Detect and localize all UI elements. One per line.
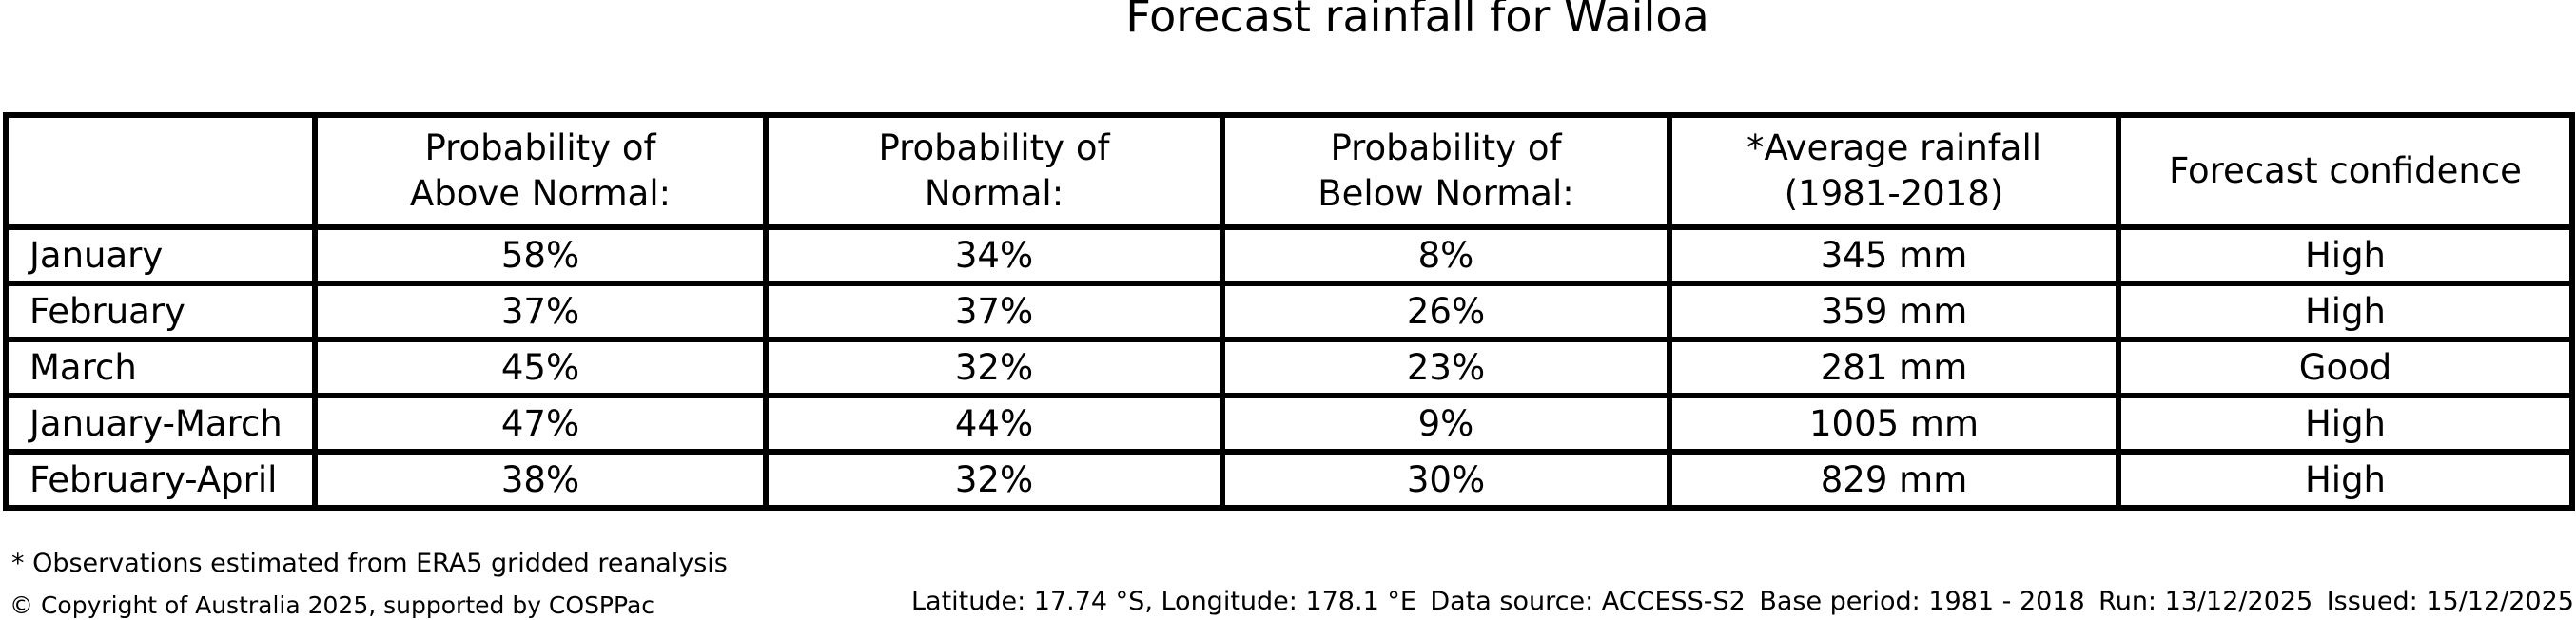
cell-normal: 32% bbox=[763, 337, 1225, 398]
data-source-label: Data source: ACCESS-S2 bbox=[1430, 587, 1746, 616]
cell-average-rainfall: 281 mm bbox=[1667, 337, 2121, 398]
cell-below-normal: 30% bbox=[1220, 449, 1672, 511]
cell-normal: 34% bbox=[763, 224, 1225, 286]
cell-above-normal: 37% bbox=[312, 281, 769, 342]
column-header-above-normal: Probability of Above Normal: bbox=[312, 112, 769, 230]
footer-metadata: Latitude: 17.74 °S, Longitude: 178.1 °E … bbox=[911, 587, 2574, 616]
cell-forecast-confidence: High bbox=[2116, 224, 2575, 286]
column-header-forecast-confidence: Forecast confidence bbox=[2116, 112, 2575, 230]
cell-average-rainfall: 359 mm bbox=[1667, 281, 2121, 342]
column-header-below-normal: Probability of Below Normal: bbox=[1220, 112, 1672, 230]
column-header-average-rainfall: *Average rainfall (1981-2018) bbox=[1667, 112, 2121, 230]
cell-above-normal: 38% bbox=[312, 449, 769, 511]
coordinates-label: Latitude: 17.74 °S, Longitude: 178.1 °E bbox=[911, 587, 1416, 616]
table-row: January 58% 34% 8% 345 mm High bbox=[3, 224, 2575, 286]
cell-forecast-confidence: High bbox=[2116, 449, 2575, 511]
row-label: January-March bbox=[3, 393, 318, 455]
footnote: * Observations estimated from ERA5 gridd… bbox=[11, 549, 728, 578]
table-row: March 45% 32% 23% 281 mm Good bbox=[3, 337, 2575, 398]
column-header-normal: Probability of Normal: bbox=[763, 112, 1225, 230]
copyright-notice: © Copyright of Australia 2025, supported… bbox=[10, 591, 655, 619]
row-label: February bbox=[3, 281, 318, 342]
cell-above-normal: 47% bbox=[312, 393, 769, 455]
cell-above-normal: 45% bbox=[312, 337, 769, 398]
cell-forecast-confidence: Good bbox=[2116, 337, 2575, 398]
table-row: January-March 47% 44% 9% 1005 mm High bbox=[3, 393, 2575, 455]
cell-forecast-confidence: High bbox=[2116, 281, 2575, 342]
table-row: February-April 38% 32% 30% 829 mm High bbox=[3, 449, 2575, 511]
row-label: March bbox=[3, 337, 318, 398]
cell-forecast-confidence: High bbox=[2116, 393, 2575, 455]
cell-normal: 37% bbox=[763, 281, 1225, 342]
cell-below-normal: 23% bbox=[1220, 337, 1672, 398]
cell-below-normal: 8% bbox=[1220, 224, 1672, 286]
forecast-table: Probability of Above Normal: Probability… bbox=[3, 112, 2575, 511]
cell-normal: 32% bbox=[763, 449, 1225, 511]
cell-average-rainfall: 829 mm bbox=[1667, 449, 2121, 511]
page-title: Forecast rainfall for Wailoa bbox=[1125, 0, 1709, 42]
cell-normal: 44% bbox=[763, 393, 1225, 455]
table-header-row: Probability of Above Normal: Probability… bbox=[3, 112, 2575, 230]
run-date-label: Run: 13/12/2025 bbox=[2098, 587, 2313, 616]
base-period-label: Base period: 1981 - 2018 bbox=[1759, 587, 2085, 616]
row-label: January bbox=[3, 224, 318, 286]
cell-below-normal: 26% bbox=[1220, 281, 1672, 342]
cell-above-normal: 58% bbox=[312, 224, 769, 286]
cell-average-rainfall: 345 mm bbox=[1667, 224, 2121, 286]
row-label: February-April bbox=[3, 449, 318, 511]
issued-date-label: Issued: 15/12/2025 bbox=[2326, 587, 2574, 616]
table-corner-cell bbox=[3, 112, 318, 230]
cell-below-normal: 9% bbox=[1220, 393, 1672, 455]
table-row: February 37% 37% 26% 359 mm High bbox=[3, 281, 2575, 342]
cell-average-rainfall: 1005 mm bbox=[1667, 393, 2121, 455]
